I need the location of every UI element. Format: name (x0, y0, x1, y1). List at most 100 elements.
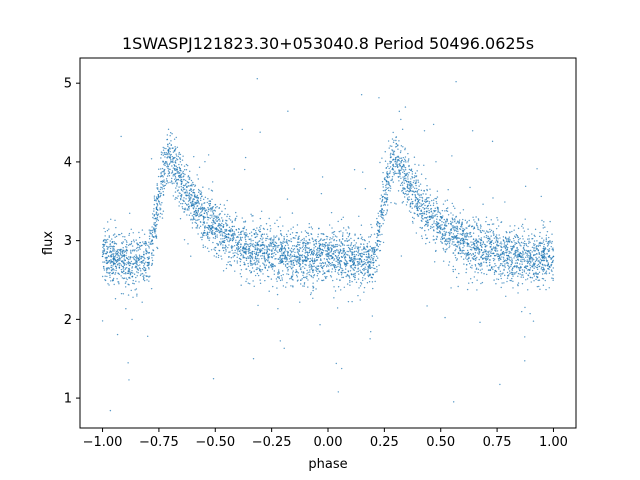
data-point (429, 194, 432, 196)
data-point (137, 269, 140, 271)
data-point (200, 192, 203, 194)
data-point (534, 260, 537, 263)
data-point (411, 194, 414, 196)
data-point (109, 274, 111, 276)
data-point (131, 267, 133, 269)
data-point (389, 172, 391, 174)
data-point (383, 214, 385, 217)
data-point (128, 276, 130, 279)
data-point (324, 275, 326, 278)
data-point (514, 242, 516, 244)
data-point (457, 232, 459, 235)
data-point (459, 252, 462, 255)
data-point (454, 226, 456, 229)
data-point (503, 282, 505, 284)
data-point (409, 206, 411, 208)
data-point (201, 236, 204, 238)
data-point (300, 271, 303, 273)
data-point (422, 212, 424, 214)
data-point (466, 221, 469, 223)
data-point (171, 147, 173, 149)
data-point (303, 254, 305, 257)
data-point (275, 245, 277, 247)
data-point (323, 272, 325, 275)
data-point (381, 181, 384, 183)
data-point (361, 252, 363, 255)
data-point (110, 254, 113, 256)
data-point (246, 233, 248, 235)
data-point (159, 194, 162, 197)
data-point (452, 268, 454, 271)
data-point (410, 211, 412, 214)
data-point (369, 245, 372, 248)
data-point (107, 248, 109, 250)
data-point (167, 151, 170, 154)
data-point (533, 275, 536, 277)
data-point (108, 235, 110, 237)
data-point (398, 169, 400, 171)
data-point (116, 278, 118, 280)
data-point (340, 252, 343, 255)
data-point (397, 176, 400, 178)
data-point (422, 206, 424, 209)
data-point (120, 271, 123, 273)
data-point (406, 186, 409, 188)
data-point (328, 242, 331, 244)
data-point (138, 231, 140, 234)
data-point (168, 175, 171, 177)
data-point (125, 267, 127, 269)
data-point (365, 256, 367, 258)
data-point (290, 257, 292, 259)
data-point (341, 270, 343, 272)
data-point (378, 250, 381, 252)
data-point (274, 265, 276, 267)
data-point (283, 238, 285, 241)
data-point (545, 273, 548, 275)
data-point (482, 241, 485, 243)
data-point (172, 158, 174, 160)
data-point (286, 273, 288, 275)
data-point (231, 246, 233, 249)
data-point (195, 197, 198, 199)
data-point (322, 273, 324, 276)
data-point (367, 252, 370, 255)
data-point (351, 300, 353, 303)
data-point (169, 151, 171, 153)
data-point (415, 205, 418, 208)
data-point (126, 241, 128, 244)
data-point (387, 189, 390, 192)
data-point (135, 254, 137, 256)
data-point (440, 240, 442, 243)
data-point (485, 234, 488, 237)
data-point (543, 221, 545, 223)
data-point (342, 252, 344, 254)
data-point (192, 192, 194, 194)
data-point (323, 264, 325, 267)
data-point (521, 274, 523, 276)
data-point (139, 245, 142, 247)
data-point (228, 226, 231, 229)
data-point (200, 211, 202, 214)
data-point (256, 235, 258, 238)
data-point (259, 228, 261, 230)
data-point (253, 250, 255, 253)
data-point (226, 215, 228, 218)
data-point (447, 189, 449, 191)
data-point (151, 262, 153, 265)
data-point (151, 257, 153, 259)
data-point (376, 257, 379, 259)
data-point (479, 229, 481, 232)
data-point (360, 283, 363, 285)
data-point (493, 266, 495, 268)
data-point (511, 262, 514, 264)
data-point (548, 242, 550, 244)
data-point (524, 306, 526, 309)
data-point (192, 216, 195, 218)
data-point (391, 138, 394, 140)
data-point (289, 233, 292, 236)
data-point (311, 267, 313, 269)
data-point (379, 198, 381, 200)
data-point (511, 277, 513, 280)
data-point (395, 143, 397, 145)
data-point (376, 223, 378, 225)
